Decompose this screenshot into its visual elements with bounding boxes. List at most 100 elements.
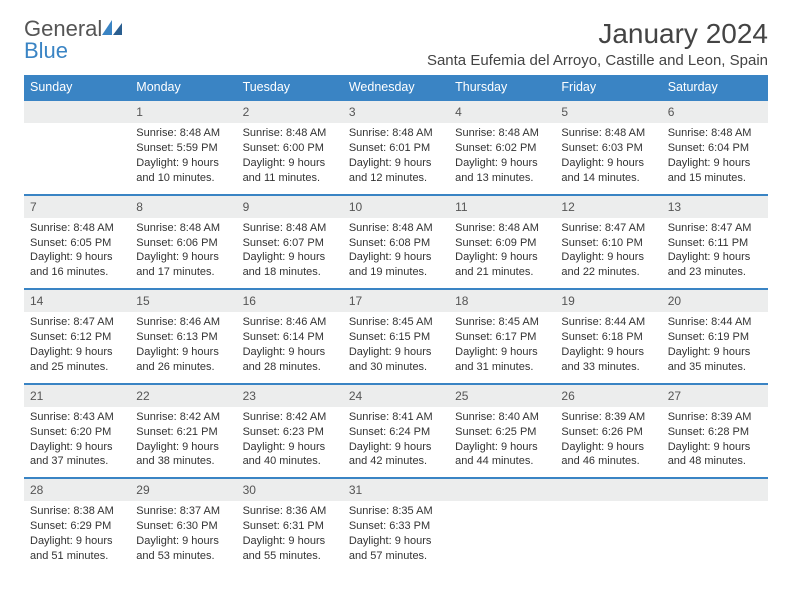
day-number-cell: 13: [662, 195, 768, 218]
day-d1: Daylight: 9 hours: [561, 440, 655, 455]
day-d1: Daylight: 9 hours: [349, 345, 443, 360]
day-d1: Daylight: 9 hours: [30, 345, 124, 360]
day-sr: Sunrise: 8:48 AM: [561, 126, 655, 141]
day-sr: Sunrise: 8:38 AM: [30, 504, 124, 519]
day-number-cell: 19: [555, 289, 661, 312]
day-sr: Sunrise: 8:35 AM: [349, 504, 443, 519]
day-number-cell: 5: [555, 100, 661, 123]
day-content-cell: Sunrise: 8:47 AMSunset: 6:10 PMDaylight:…: [555, 218, 661, 289]
day-ss: Sunset: 6:10 PM: [561, 236, 655, 251]
day-d1: Daylight: 9 hours: [243, 440, 337, 455]
day-content-cell: Sunrise: 8:38 AMSunset: 6:29 PMDaylight:…: [24, 501, 130, 571]
day-d2: and 21 minutes.: [455, 265, 549, 280]
title-block: January 2024 Santa Eufemia del Arroyo, C…: [427, 18, 768, 69]
day-number-cell: 4: [449, 100, 555, 123]
day-content-cell: Sunrise: 8:42 AMSunset: 6:23 PMDaylight:…: [237, 407, 343, 478]
day-content-cell: Sunrise: 8:48 AMSunset: 6:08 PMDaylight:…: [343, 218, 449, 289]
day-content-cell: Sunrise: 8:48 AMSunset: 5:59 PMDaylight:…: [130, 123, 236, 194]
content-row: Sunrise: 8:47 AMSunset: 6:12 PMDaylight:…: [24, 312, 768, 383]
day-ss: Sunset: 6:07 PM: [243, 236, 337, 251]
day-sr: Sunrise: 8:48 AM: [136, 221, 230, 236]
day-content-cell: Sunrise: 8:44 AMSunset: 6:19 PMDaylight:…: [662, 312, 768, 383]
day-sr: Sunrise: 8:40 AM: [455, 410, 549, 425]
day-sr: Sunrise: 8:46 AM: [136, 315, 230, 330]
day-d1: Daylight: 9 hours: [668, 345, 762, 360]
day-d1: Daylight: 9 hours: [136, 156, 230, 171]
day-number-cell: 9: [237, 195, 343, 218]
day-sr: Sunrise: 8:39 AM: [668, 410, 762, 425]
day-d1: Daylight: 9 hours: [243, 250, 337, 265]
day-sr: Sunrise: 8:47 AM: [561, 221, 655, 236]
day-d1: Daylight: 9 hours: [243, 156, 337, 171]
day-d1: Daylight: 9 hours: [455, 156, 549, 171]
weekday-header: Monday: [130, 75, 236, 100]
weekday-header-row: Sunday Monday Tuesday Wednesday Thursday…: [24, 75, 768, 100]
logo-part2: Blue: [24, 38, 68, 63]
day-sr: Sunrise: 8:42 AM: [243, 410, 337, 425]
day-d2: and 35 minutes.: [668, 360, 762, 375]
day-sr: Sunrise: 8:48 AM: [243, 126, 337, 141]
day-d1: Daylight: 9 hours: [561, 345, 655, 360]
day-d1: Daylight: 9 hours: [455, 345, 549, 360]
day-content-cell: Sunrise: 8:45 AMSunset: 6:17 PMDaylight:…: [449, 312, 555, 383]
day-content-cell: Sunrise: 8:45 AMSunset: 6:15 PMDaylight:…: [343, 312, 449, 383]
day-ss: Sunset: 6:00 PM: [243, 141, 337, 156]
day-d2: and 26 minutes.: [136, 360, 230, 375]
day-d2: and 18 minutes.: [243, 265, 337, 280]
weekday-header: Tuesday: [237, 75, 343, 100]
day-content-cell: Sunrise: 8:47 AMSunset: 6:11 PMDaylight:…: [662, 218, 768, 289]
day-ss: Sunset: 6:04 PM: [668, 141, 762, 156]
day-d1: Daylight: 9 hours: [668, 156, 762, 171]
day-content-cell: [555, 501, 661, 571]
location: Santa Eufemia del Arroyo, Castille and L…: [427, 52, 768, 69]
day-d1: Daylight: 9 hours: [30, 250, 124, 265]
day-content-cell: Sunrise: 8:48 AMSunset: 6:02 PMDaylight:…: [449, 123, 555, 194]
day-content-cell: Sunrise: 8:42 AMSunset: 6:21 PMDaylight:…: [130, 407, 236, 478]
day-number-cell: 21: [24, 384, 130, 407]
day-content-cell: Sunrise: 8:48 AMSunset: 6:07 PMDaylight:…: [237, 218, 343, 289]
day-number-cell: 16: [237, 289, 343, 312]
day-d1: Daylight: 9 hours: [243, 345, 337, 360]
day-ss: Sunset: 6:24 PM: [349, 425, 443, 440]
day-number-cell: 3: [343, 100, 449, 123]
day-sr: Sunrise: 8:45 AM: [455, 315, 549, 330]
day-number-cell: 18: [449, 289, 555, 312]
day-ss: Sunset: 6:31 PM: [243, 519, 337, 534]
day-sr: Sunrise: 8:48 AM: [455, 126, 549, 141]
day-number-cell: [449, 478, 555, 501]
day-ss: Sunset: 6:20 PM: [30, 425, 124, 440]
day-sr: Sunrise: 8:46 AM: [243, 315, 337, 330]
day-sr: Sunrise: 8:48 AM: [30, 221, 124, 236]
logo-text: General Blue: [24, 18, 124, 62]
day-d2: and 33 minutes.: [561, 360, 655, 375]
day-d2: and 31 minutes.: [455, 360, 549, 375]
day-number-cell: [555, 478, 661, 501]
day-number-cell: 12: [555, 195, 661, 218]
day-d1: Daylight: 9 hours: [561, 250, 655, 265]
day-number-cell: 27: [662, 384, 768, 407]
day-d1: Daylight: 9 hours: [561, 156, 655, 171]
weekday-header: Wednesday: [343, 75, 449, 100]
day-ss: Sunset: 6:23 PM: [243, 425, 337, 440]
day-content-cell: Sunrise: 8:48 AMSunset: 6:05 PMDaylight:…: [24, 218, 130, 289]
day-d1: Daylight: 9 hours: [349, 534, 443, 549]
day-number-cell: 11: [449, 195, 555, 218]
content-row: Sunrise: 8:48 AMSunset: 5:59 PMDaylight:…: [24, 123, 768, 194]
day-ss: Sunset: 6:05 PM: [30, 236, 124, 251]
calendar-table: Sunday Monday Tuesday Wednesday Thursday…: [24, 75, 768, 572]
day-sr: Sunrise: 8:45 AM: [349, 315, 443, 330]
day-number-cell: 10: [343, 195, 449, 218]
day-d1: Daylight: 9 hours: [136, 345, 230, 360]
day-content-cell: Sunrise: 8:48 AMSunset: 6:06 PMDaylight:…: [130, 218, 236, 289]
day-ss: Sunset: 6:33 PM: [349, 519, 443, 534]
day-d1: Daylight: 9 hours: [136, 250, 230, 265]
day-content-cell: Sunrise: 8:44 AMSunset: 6:18 PMDaylight:…: [555, 312, 661, 383]
header: General Blue January 2024 Santa Eufemia …: [24, 18, 768, 69]
month-title: January 2024: [427, 18, 768, 50]
day-content-cell: Sunrise: 8:37 AMSunset: 6:30 PMDaylight:…: [130, 501, 236, 571]
day-d2: and 48 minutes.: [668, 454, 762, 469]
content-row: Sunrise: 8:48 AMSunset: 6:05 PMDaylight:…: [24, 218, 768, 289]
day-sr: Sunrise: 8:48 AM: [668, 126, 762, 141]
day-ss: Sunset: 6:30 PM: [136, 519, 230, 534]
day-ss: Sunset: 6:13 PM: [136, 330, 230, 345]
